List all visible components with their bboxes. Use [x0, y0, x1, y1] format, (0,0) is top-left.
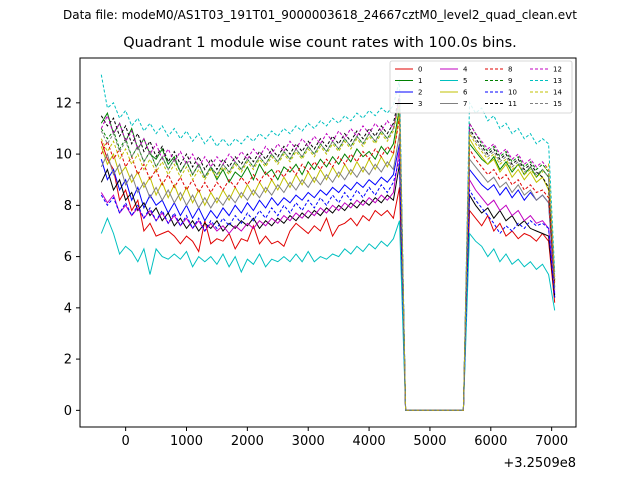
- y-tick-label: 0: [64, 404, 72, 419]
- x-tick-label: 4000: [353, 434, 386, 449]
- series-line-15: [100, 102, 556, 411]
- series-line-9: [100, 100, 556, 411]
- axes: 0 1000 2000 3000 4000 5000 6000 7000024681012+3…: [55, 57, 577, 471]
- series-line-3: [100, 164, 556, 411]
- legend-label-12: 12: [553, 66, 562, 74]
- legend-label-4: 4: [463, 66, 468, 74]
- series-line-6: [100, 113, 556, 411]
- legend-label-1: 1: [418, 77, 422, 85]
- legend-label-11: 11: [508, 100, 517, 108]
- legend-label-6: 6: [463, 89, 468, 97]
- legend-label-14: 14: [553, 89, 562, 97]
- legend-label-5: 5: [463, 77, 467, 85]
- x-offset-label: +3.2509e8: [503, 456, 576, 471]
- series-line-11: [100, 95, 556, 411]
- x-tick-label: 1000: [170, 434, 203, 449]
- y-tick-label: 6: [64, 250, 72, 265]
- series-line-13: [100, 74, 556, 411]
- legend-label-8: 8: [508, 66, 512, 74]
- legend-label-3: 3: [418, 100, 422, 108]
- series-line-4: [100, 148, 556, 411]
- y-tick-label: 12: [55, 96, 72, 111]
- y-tick-label: 2: [64, 353, 72, 368]
- legend-label-2: 2: [418, 89, 422, 97]
- y-tick-label: 4: [64, 301, 72, 316]
- legend-label-9: 9: [508, 77, 512, 85]
- x-tick-label: 7000: [535, 434, 568, 449]
- series-line-5: [100, 216, 556, 411]
- series-line-10: [100, 159, 556, 411]
- legend-label-7: 7: [463, 100, 467, 108]
- plot-area: [100, 74, 556, 411]
- x-tick-label: 0: [122, 434, 130, 449]
- y-tick-label: 10: [55, 148, 72, 163]
- series-line-12: [100, 97, 556, 411]
- series-line-2: [100, 143, 556, 411]
- y-tick-label: 8: [64, 199, 72, 214]
- legend-label-0: 0: [418, 66, 422, 74]
- series-line-14: [100, 102, 556, 411]
- legend-label-15: 15: [553, 100, 562, 108]
- legend-label-10: 10: [508, 89, 517, 97]
- plot-frame: [79, 57, 577, 428]
- x-tick-label: 2000: [231, 434, 264, 449]
- x-tick-label: 3000: [292, 434, 325, 449]
- legend-label-13: 13: [553, 77, 562, 85]
- chart-title: Quadrant 1 module wise count rates with …: [123, 35, 517, 51]
- x-tick-label: 6000: [474, 434, 507, 449]
- series-line-8: [100, 118, 556, 411]
- legend-box: [389, 60, 573, 114]
- x-tick-label: 5000: [413, 434, 446, 449]
- series-line-0: [100, 141, 556, 411]
- series-line-7: [100, 133, 556, 411]
- figure-suptitle: Data file: modeM0/AS1T03_191T01_90000036…: [63, 8, 577, 22]
